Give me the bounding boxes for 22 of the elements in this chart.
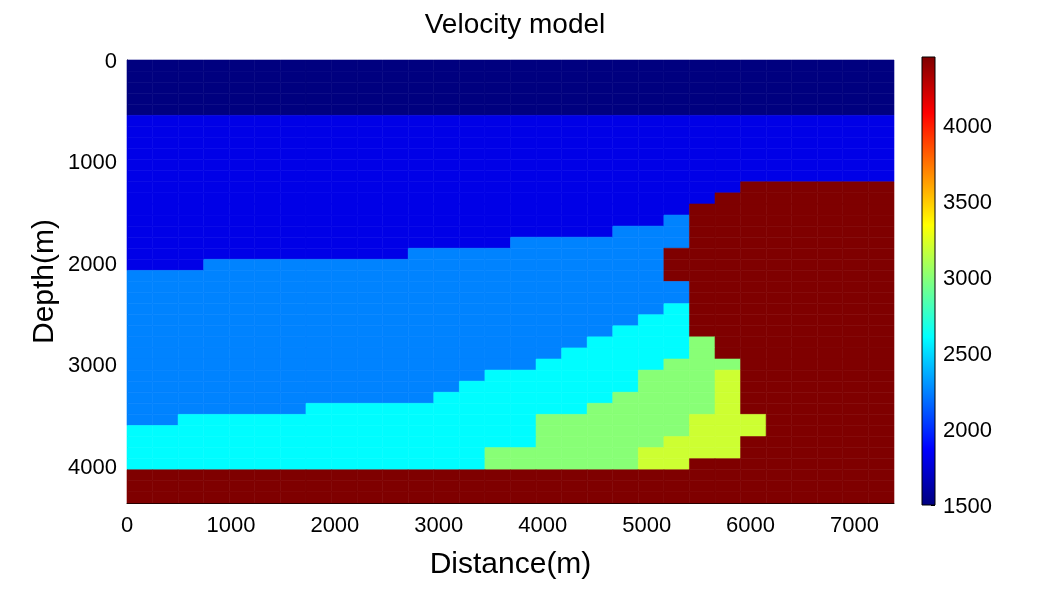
y-tick-label: 2000: [68, 250, 117, 276]
x-tick-label: 3000: [414, 511, 464, 537]
y-tick-label: 1000: [68, 149, 117, 175]
color-bar-label: 1500: [943, 492, 992, 518]
x-tick-label: 5000: [622, 511, 672, 537]
y-tick-label: 3000: [68, 352, 117, 378]
color-bar-label: 3000: [943, 264, 992, 290]
y-axis-title: Depth(m): [25, 218, 59, 345]
color-bar-label: 4000: [943, 112, 992, 138]
chart-title: Velocity model: [424, 7, 606, 39]
x-tick-label: 1000: [206, 511, 256, 537]
x-tick-label: 7000: [830, 511, 879, 537]
color-bar-label: 3500: [943, 188, 992, 214]
color-bar-label: 2500: [943, 340, 992, 366]
x-tick-label: 0: [120, 511, 134, 537]
y-tick-label: 4000: [68, 453, 117, 479]
x-tick-label: 6000: [726, 511, 776, 537]
y-tick-label: 0: [104, 47, 117, 73]
x-tick-label: 4000: [518, 511, 568, 537]
color-bar-label: 2000: [943, 416, 992, 442]
x-tick-label: 2000: [310, 511, 360, 537]
x-axis-title: Distance(m): [429, 545, 592, 579]
